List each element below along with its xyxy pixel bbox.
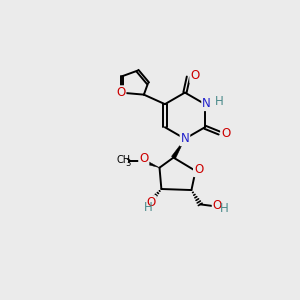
- Text: N: N: [181, 132, 189, 145]
- Text: O: O: [194, 163, 203, 176]
- Text: 3: 3: [125, 159, 131, 168]
- Text: O: O: [116, 86, 125, 99]
- Polygon shape: [172, 139, 185, 159]
- Polygon shape: [142, 159, 160, 168]
- Text: O: O: [190, 69, 200, 82]
- Text: N: N: [202, 97, 211, 110]
- Text: H: H: [220, 202, 229, 215]
- Text: CH: CH: [117, 155, 131, 165]
- Text: O: O: [213, 199, 222, 212]
- Text: H: H: [214, 95, 224, 108]
- Text: O: O: [139, 152, 148, 165]
- Text: O: O: [146, 196, 156, 209]
- Text: O: O: [221, 127, 230, 140]
- Text: H: H: [144, 201, 153, 214]
